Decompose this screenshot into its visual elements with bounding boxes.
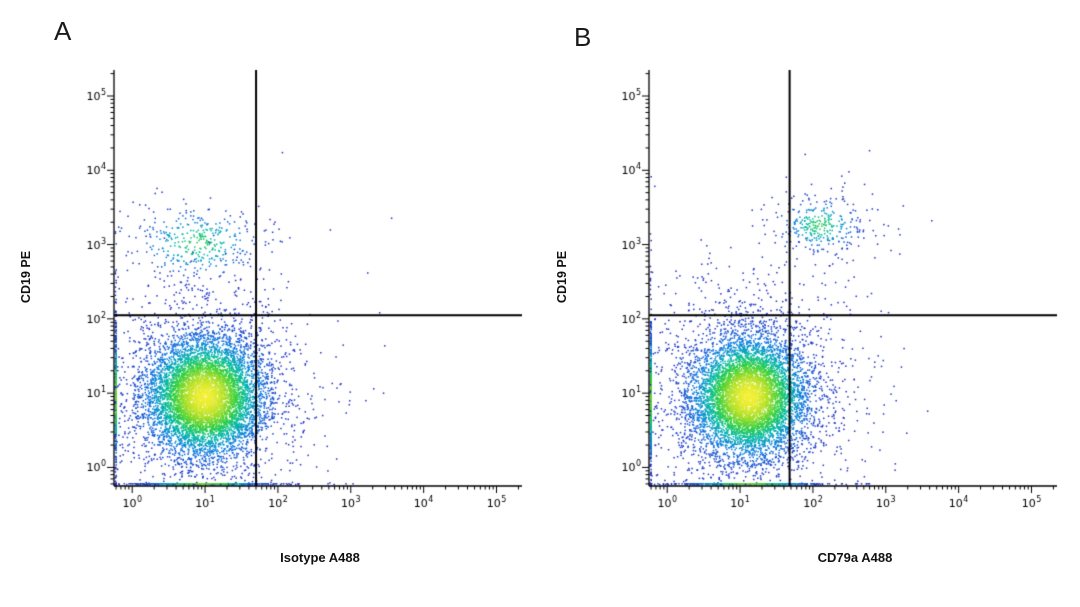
- panel-b-y-axis-label: CD19 PE: [555, 250, 569, 304]
- panel-b-dot-plot-canvas: [593, 56, 1073, 531]
- panel-a-x-axis-label: Isotype A488: [280, 550, 360, 565]
- panel-b-label: B: [574, 22, 592, 52]
- panel-a-y-axis-label: CD19 PE: [19, 250, 33, 304]
- panel-a-label: A: [54, 16, 72, 46]
- panel-a-dot-plot-canvas: [58, 56, 538, 531]
- panel-b-x-axis-label: CD79a A488: [817, 550, 893, 565]
